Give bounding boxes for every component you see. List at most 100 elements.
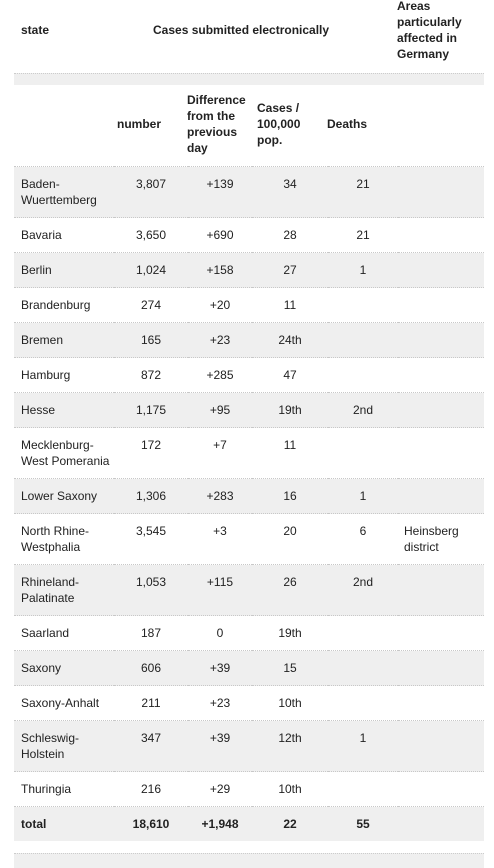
- cell-number: 872: [114, 357, 188, 393]
- table-row: Rhineland-Palatinate 1,053 +115 26 2nd: [14, 564, 484, 616]
- table-row: Saarland 187 0 19th: [14, 615, 484, 651]
- cell-area: [398, 685, 484, 721]
- cell-per-100k: 11: [252, 287, 328, 323]
- cell-deaths: [328, 322, 398, 358]
- cell-deaths: 2nd: [328, 392, 398, 428]
- cell-difference: +115: [188, 564, 252, 616]
- cell-area: Heinsberg district: [398, 513, 484, 565]
- cell-difference: +139: [188, 166, 252, 218]
- cell-area: [398, 427, 484, 479]
- cell-difference: +39: [188, 650, 252, 686]
- cell-area: [398, 478, 484, 514]
- cell-per-100k: 12th: [252, 720, 328, 772]
- cell-area: [398, 357, 484, 393]
- cell-number: 187: [114, 615, 188, 651]
- cell-deaths: [328, 427, 398, 479]
- cell-state: Saxony: [14, 650, 114, 686]
- cell-per-100k: 26: [252, 564, 328, 616]
- cell-per-100k: 16: [252, 478, 328, 514]
- cell-area: [398, 166, 484, 218]
- table-row: Brandenburg 274 +20 11: [14, 287, 484, 323]
- table-row: Hesse 1,175 +95 19th 2nd: [14, 392, 484, 428]
- table-row: Berlin 1,024 +158 27 1: [14, 252, 484, 288]
- cell-state: Mecklenburg-West Pomerania: [14, 427, 114, 479]
- cases-table: Baden-Wuerttemberg 3,807 +139 34 21 Bavaria 3,…: [14, 166, 484, 841]
- cell-number: 3,650: [114, 217, 188, 253]
- header-number: number: [117, 117, 162, 131]
- cell-state: Saarland: [14, 615, 114, 651]
- cell-number: 3,545: [114, 513, 188, 565]
- cell-per-100k: 19th: [252, 615, 328, 651]
- cell-state: Bremen: [14, 322, 114, 358]
- header-cases-submitted: Cases submitted electronically: [153, 23, 330, 37]
- cell-area: [398, 806, 484, 841]
- cell-per-100k: 47: [252, 357, 328, 393]
- cell-difference: +20: [188, 287, 252, 323]
- cell-number: 347: [114, 720, 188, 772]
- cell-per-100k: 15: [252, 650, 328, 686]
- cell-state: Baden-Wuerttemberg: [14, 166, 114, 218]
- cell-area: [398, 615, 484, 651]
- cell-difference: +283: [188, 478, 252, 514]
- cell-number: 606: [114, 650, 188, 686]
- cell-deaths: 2nd: [328, 564, 398, 616]
- cell-difference: +23: [188, 322, 252, 358]
- cell-per-100k: 22: [252, 806, 328, 841]
- header-state: state: [21, 23, 50, 37]
- table-row: total 18,610 +1,948 22 55: [14, 806, 484, 841]
- cell-state: total: [14, 806, 114, 841]
- cell-number: 1,306: [114, 478, 188, 514]
- cell-deaths: [328, 650, 398, 686]
- cell-number: 1,053: [114, 564, 188, 616]
- cell-per-100k: 20: [252, 513, 328, 565]
- cell-difference: +23: [188, 685, 252, 721]
- cell-state: Hesse: [14, 392, 114, 428]
- cell-number: 18,610: [114, 806, 188, 841]
- cell-number: 274: [114, 287, 188, 323]
- cell-area: [398, 720, 484, 772]
- header-areas-affected: Areas particularly affected in Germany: [397, 0, 462, 61]
- table-row: Schleswig-Holstein 347 +39 12th 1: [14, 720, 484, 772]
- cell-difference: +3: [188, 513, 252, 565]
- table-row: North Rhine-Westphalia 3,545 +3 20 6 Heinsber…: [14, 513, 484, 565]
- table-row: Baden-Wuerttemberg 3,807 +139 34 21: [14, 166, 484, 218]
- cell-state: Brandenburg: [14, 287, 114, 323]
- cell-number: 165: [114, 322, 188, 358]
- cell-number: 1,175: [114, 392, 188, 428]
- table-row: Thuringia 216 +29 10th: [14, 771, 484, 807]
- cell-area: [398, 287, 484, 323]
- cell-state: Schleswig-Holstein: [14, 720, 114, 772]
- cell-number: 1,024: [114, 252, 188, 288]
- cell-deaths: 6: [328, 513, 398, 565]
- cell-per-100k: 10th: [252, 685, 328, 721]
- cell-number: 216: [114, 771, 188, 807]
- table-header-sub: number Difference from the previous day …: [0, 84, 494, 167]
- cell-difference: +95: [188, 392, 252, 428]
- cell-area: [398, 650, 484, 686]
- cell-per-100k: 24th: [252, 322, 328, 358]
- cell-number: 3,807: [114, 166, 188, 218]
- cell-deaths: 21: [328, 166, 398, 218]
- cell-state: North Rhine-Westphalia: [14, 513, 114, 565]
- cell-difference: +7: [188, 427, 252, 479]
- cell-per-100k: 11: [252, 427, 328, 479]
- cell-deaths: 21: [328, 217, 398, 253]
- cell-per-100k: 19th: [252, 392, 328, 428]
- table-row: Hamburg 872 +285 47: [14, 357, 484, 393]
- cell-state: Thuringia: [14, 771, 114, 807]
- cell-deaths: 1: [328, 720, 398, 772]
- cell-deaths: [328, 357, 398, 393]
- cell-deaths: [328, 287, 398, 323]
- header-divider-band: [14, 73, 484, 85]
- cell-per-100k: 28: [252, 217, 328, 253]
- cell-difference: 0: [188, 615, 252, 651]
- cell-state: Hamburg: [14, 357, 114, 393]
- table-row: Saxony 606 +39 15: [14, 650, 484, 686]
- cell-state: Saxony-Anhalt: [14, 685, 114, 721]
- header-per-100k: Cases / 100,000 pop.: [257, 101, 301, 147]
- cell-deaths: 55: [328, 806, 398, 841]
- cell-area: [398, 217, 484, 253]
- cell-deaths: 1: [328, 478, 398, 514]
- cell-difference: +39: [188, 720, 252, 772]
- cell-state: Bavaria: [14, 217, 114, 253]
